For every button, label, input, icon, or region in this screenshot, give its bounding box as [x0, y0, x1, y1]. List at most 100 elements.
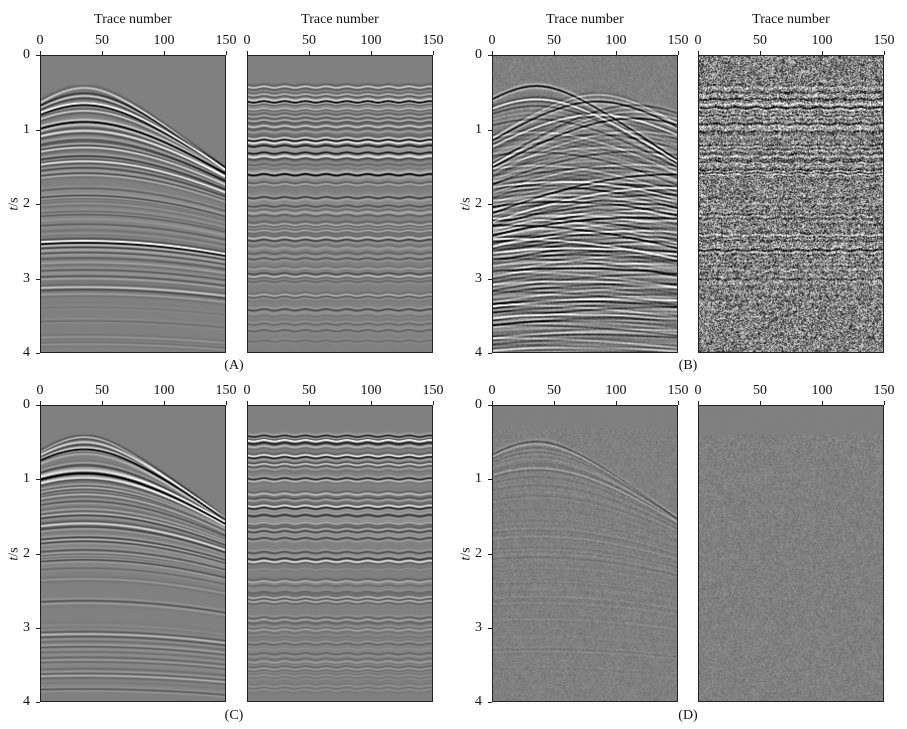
y-tick-mark	[36, 353, 40, 354]
x-tick-mark	[678, 401, 679, 405]
y-axis-var: t	[6, 556, 22, 561]
y-tick-mark	[488, 129, 492, 131]
x-tick-mark	[371, 51, 372, 55]
x-tick-mark	[247, 401, 248, 405]
x-tick-mark	[247, 51, 248, 55]
x-tick-label: 0	[488, 33, 496, 48]
x-tick-mark	[492, 401, 493, 405]
x-tick-label: 50	[95, 383, 109, 398]
y-tick-mark	[488, 55, 492, 56]
y-tick-label: 4	[475, 694, 482, 709]
seismic-panel-d-right	[698, 405, 884, 702]
y-tick-label: 4	[475, 345, 482, 360]
y-axis-unit: /s	[6, 546, 22, 557]
y-tick-label: 3	[23, 619, 30, 635]
x-tick-label: 50	[302, 33, 316, 48]
y-tick-mark	[488, 278, 492, 280]
x-tick-mark	[164, 401, 165, 405]
x-tick-label: 50	[547, 33, 561, 48]
y-tick-label: 3	[475, 270, 482, 286]
seismic-panel-b-right	[698, 55, 884, 353]
x-tick-label: 100	[360, 383, 382, 398]
x-tick-label: 50	[547, 383, 561, 398]
y-tick-label: 0	[475, 397, 482, 412]
seismic-image	[493, 406, 677, 701]
y-tick-mark	[488, 702, 492, 703]
x-tick-label: 150	[873, 383, 895, 398]
x-tick-label: 0	[488, 383, 496, 398]
y-tick-mark	[488, 204, 492, 205]
y-tick-mark	[36, 627, 40, 629]
y-tick-label: 0	[23, 397, 30, 412]
y-axis-label: t/s	[7, 547, 23, 560]
panel-label: (A)	[224, 358, 244, 373]
y-tick-mark	[36, 553, 40, 555]
y-tick-label: 2	[23, 545, 30, 561]
seismic-panel-c-left	[40, 405, 226, 702]
y-axis-unit: /s	[458, 197, 474, 207]
y-tick-mark	[36, 55, 40, 56]
y-tick-mark	[36, 278, 40, 280]
seismic-panel-b-left	[492, 55, 678, 353]
x-tick-mark	[492, 51, 493, 55]
seismic-panel-d-left	[492, 405, 678, 702]
y-axis-label: t/s	[459, 197, 475, 210]
seismic-panel-a-right	[247, 55, 433, 353]
seismic-image	[41, 406, 225, 701]
x-tick-label: 100	[605, 383, 627, 398]
seismic-image	[699, 56, 883, 352]
x-tick-label: 100	[360, 33, 382, 48]
y-tick-label: 2	[475, 545, 482, 561]
x-tick-mark	[433, 51, 434, 55]
y-axis-var: t	[458, 556, 474, 561]
x-tick-mark	[884, 51, 885, 55]
x-tick-label: 100	[811, 383, 833, 398]
y-axis-var: t	[6, 206, 22, 211]
x-tick-mark	[226, 51, 227, 55]
x-tick-mark	[698, 51, 699, 55]
x-tick-label: 100	[153, 383, 175, 398]
y-tick-mark	[36, 702, 40, 703]
x-tick-mark	[309, 51, 310, 55]
y-tick-label: 0	[23, 47, 30, 62]
x-tick-label: 50	[302, 383, 316, 398]
x-tick-mark	[616, 401, 617, 405]
y-axis-unit: /s	[6, 197, 22, 207]
x-tick-mark	[371, 401, 372, 405]
x-tick-label: 150	[215, 33, 237, 48]
y-tick-mark	[488, 353, 492, 354]
y-tick-mark	[36, 405, 40, 406]
y-tick-label: 3	[475, 619, 482, 635]
x-tick-mark	[822, 401, 823, 405]
x-tick-mark	[433, 401, 434, 405]
y-tick-label: 2	[475, 196, 482, 211]
y-tick-label: 3	[23, 270, 30, 286]
x-tick-label: 0	[36, 33, 44, 48]
panel-label: (B)	[678, 358, 698, 373]
y-axis-label: t/s	[7, 197, 23, 210]
y-tick-label: 1	[23, 471, 30, 487]
y-tick-mark	[36, 204, 40, 205]
x-tick-mark	[678, 51, 679, 55]
x-tick-label: 100	[811, 33, 833, 48]
x-tick-label: 0	[243, 33, 251, 48]
y-tick-mark	[488, 479, 492, 481]
x-tick-label: 150	[422, 383, 444, 398]
seismic-image	[248, 56, 432, 352]
x-tick-label: 150	[667, 383, 689, 398]
x-axis-title: Trace number	[301, 12, 379, 27]
x-tick-label: 150	[873, 33, 895, 48]
x-tick-mark	[554, 401, 555, 405]
x-tick-mark	[554, 51, 555, 55]
x-tick-label: 0	[36, 383, 44, 398]
x-tick-mark	[698, 401, 699, 405]
y-tick-label: 0	[475, 47, 482, 62]
x-tick-mark	[40, 51, 41, 55]
x-tick-label: 0	[694, 33, 702, 48]
x-tick-mark	[822, 51, 823, 55]
x-tick-mark	[40, 401, 41, 405]
seismic-image	[41, 56, 225, 352]
x-tick-mark	[309, 401, 310, 405]
y-tick-label: 4	[23, 694, 30, 709]
